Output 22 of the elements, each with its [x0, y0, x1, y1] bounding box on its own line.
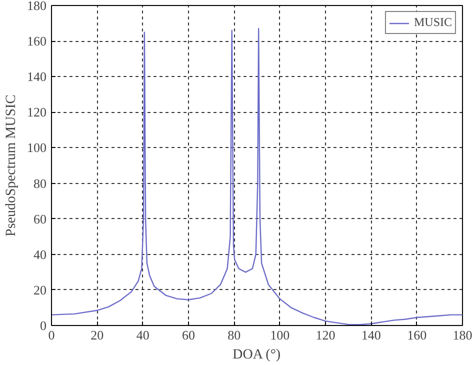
- x-tick-label: 20: [90, 328, 104, 342]
- y-tick-label: 40: [34, 246, 46, 262]
- x-tick-label: 60: [182, 328, 195, 342]
- x-tick-label: 40: [136, 328, 150, 342]
- y-tick-label: 120: [27, 104, 46, 120]
- y-tick-label: 60: [34, 211, 46, 226]
- x-tick-label: 180: [452, 328, 472, 342]
- legend-label: MUSIC: [414, 15, 452, 30]
- x-tick-label: 140: [361, 328, 381, 342]
- y-tick-label: 140: [27, 69, 46, 84]
- y-tick-label: 160: [27, 34, 46, 49]
- y-tick-label: 80: [34, 176, 46, 191]
- x-tick-label: 120: [316, 328, 336, 342]
- x-tick-label: 80: [228, 328, 241, 342]
- y-tick-label: 20: [34, 282, 46, 298]
- y-tick-label: 100: [27, 140, 46, 156]
- y-axis-title: PseudoSpectrum MUSIC: [4, 94, 19, 236]
- x-tick-label: 100: [270, 328, 290, 342]
- x-tick-label: 160: [407, 328, 427, 342]
- y-tick-label: 180: [27, 0, 46, 13]
- x-axis-title: DOA (°): [232, 348, 281, 362]
- y-tick-label: 0: [40, 318, 46, 333]
